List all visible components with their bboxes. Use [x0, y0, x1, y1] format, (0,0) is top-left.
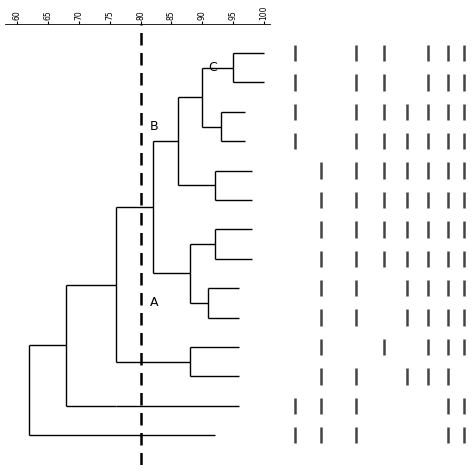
Text: A: A: [150, 296, 158, 310]
Text: C: C: [209, 61, 217, 74]
Text: B: B: [150, 120, 158, 133]
